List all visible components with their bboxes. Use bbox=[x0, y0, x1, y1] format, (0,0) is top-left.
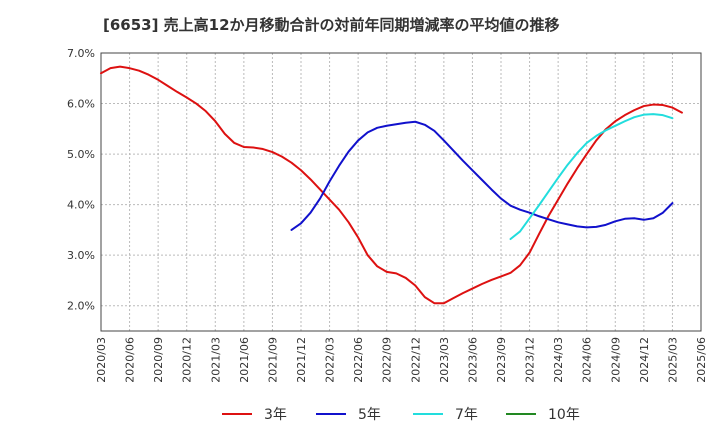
x-tick-label: 2022/12 bbox=[409, 337, 422, 383]
series-line-3年 bbox=[100, 65, 683, 305]
series-line-7年 bbox=[509, 113, 674, 241]
x-tick-label: 2023/12 bbox=[524, 337, 537, 383]
y-tick-label: 7.0% bbox=[67, 47, 95, 60]
series-line-5年 bbox=[290, 120, 674, 231]
x-axis-ticks: 2020/03 2020/06 2020/09 2020/12 2021/03 2021/… bbox=[95, 337, 708, 383]
y-tick-label: 5.0% bbox=[67, 148, 95, 161]
legend: 3年 5年 7年 10年 bbox=[222, 407, 580, 423]
x-tick-label: 2021/12 bbox=[295, 337, 308, 383]
x-tick-label: 2021/09 bbox=[266, 337, 279, 383]
x-tick-label: 2020/12 bbox=[181, 337, 194, 383]
legend-item: 7年 bbox=[413, 407, 478, 423]
legend-label: 10年 bbox=[548, 407, 580, 423]
legend-item: 5年 bbox=[316, 407, 381, 423]
x-tick-label: 2024/06 bbox=[581, 337, 594, 383]
x-tick-label: 2021/03 bbox=[209, 337, 222, 383]
x-tick-label: 2022/09 bbox=[381, 337, 394, 383]
y-tick-label: 4.0% bbox=[67, 199, 95, 212]
x-tick-label: 2021/06 bbox=[238, 337, 251, 383]
x-tick-label: 2020/03 bbox=[95, 337, 108, 383]
legend-label: 5年 bbox=[358, 407, 381, 423]
plot-area bbox=[100, 52, 702, 332]
chart-title: [6653] 売上高12か月移動合計の対前年同期増減率の平均値の推移 bbox=[103, 16, 560, 34]
series-group bbox=[100, 65, 683, 305]
legend-item: 3年 bbox=[222, 407, 287, 423]
x-tick-label: 2020/09 bbox=[152, 337, 165, 383]
x-tick-label: 2022/06 bbox=[352, 337, 365, 383]
x-tick-label: 2025/03 bbox=[666, 337, 679, 383]
x-tick-label: 2020/06 bbox=[124, 337, 137, 383]
x-tick-label: 2024/09 bbox=[609, 337, 622, 383]
x-tick-label: 2025/06 bbox=[695, 337, 708, 383]
legend-label: 7年 bbox=[455, 407, 478, 423]
x-tick-label: 2024/12 bbox=[638, 337, 651, 383]
x-tick-label: 2022/03 bbox=[324, 337, 337, 383]
y-tick-label: 2.0% bbox=[67, 300, 95, 313]
legend-label: 3年 bbox=[264, 407, 287, 423]
y-axis-ticks: 2.0% 3.0% 4.0% 5.0% 6.0% 7.0% bbox=[67, 47, 95, 313]
x-tick-label: 2024/03 bbox=[552, 337, 565, 383]
grid bbox=[100, 52, 702, 331]
x-tick-label: 2023/09 bbox=[495, 337, 508, 383]
y-tick-label: 6.0% bbox=[67, 98, 95, 111]
x-tick-label: 2023/03 bbox=[438, 337, 451, 383]
y-tick-label: 3.0% bbox=[67, 249, 95, 262]
legend-item: 10年 bbox=[506, 407, 580, 423]
x-tick-label: 2023/06 bbox=[466, 337, 479, 383]
